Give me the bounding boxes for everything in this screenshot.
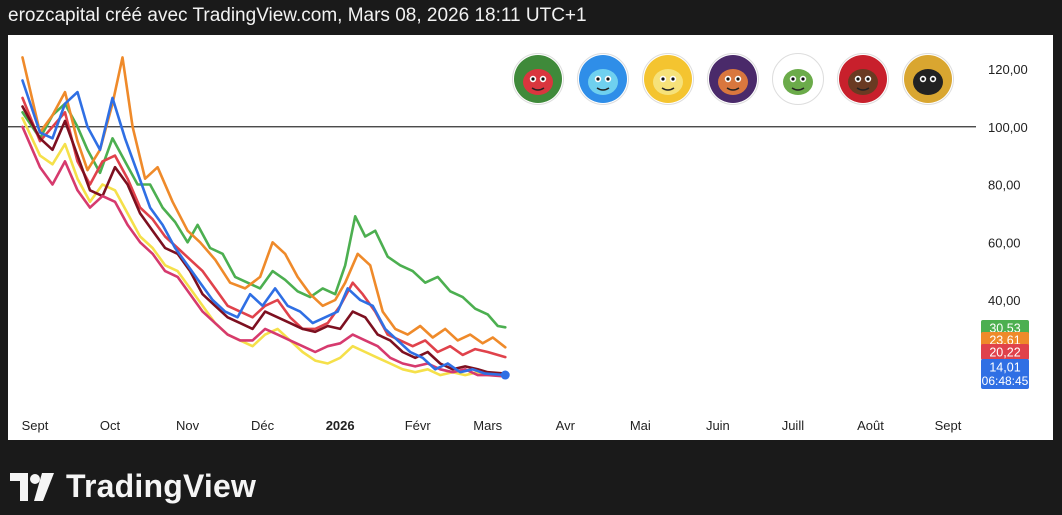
y-tick-label: 40,00 — [988, 293, 1021, 308]
x-tick-label: Mai — [630, 418, 651, 433]
series-line-5 — [21, 105, 507, 375]
red-cap-pepe-icon — [512, 53, 564, 105]
tradingview-logo[interactable]: TradingView — [10, 468, 256, 505]
x-tick-label: Août — [857, 418, 884, 433]
last-price-dot — [500, 370, 510, 380]
red-bear-icon — [837, 53, 889, 105]
series-line-1 — [21, 102, 507, 329]
x-tick-label: Nov — [176, 418, 200, 433]
x-tick-label: Sept — [935, 418, 962, 433]
y-tick-label: 80,00 — [988, 178, 1021, 193]
x-tick-label: Déc — [251, 418, 275, 433]
series-line-7 — [21, 79, 507, 377]
y-tick-label: 60,00 — [988, 235, 1021, 250]
x-tick-label: Juin — [706, 418, 730, 433]
price-label: 20,22 — [981, 344, 1029, 360]
chart-frame[interactable]: 120,00 100,00 80,00 60,00 40,00 Sept Oct Nov Dé… — [8, 35, 1053, 440]
frog-icon — [772, 53, 824, 105]
tradingview-brand-text: TradingView — [66, 468, 257, 504]
tradingview-logo-icon — [10, 472, 54, 501]
x-tick-label: 2026 — [326, 418, 355, 433]
chart-header: erozcapital créé avec TradingView.com, M… — [8, 5, 587, 26]
x-tick-label: Févr — [405, 418, 432, 433]
svg-text:06:48:45: 06:48:45 — [982, 374, 1029, 388]
x-tick-label: Avr — [556, 418, 576, 433]
blue-cat-icon — [577, 53, 629, 105]
y-tick-label: 100,00 — [988, 120, 1028, 135]
yellow-meme-face-icon — [642, 53, 694, 105]
x-tick-label: Mars — [473, 418, 502, 433]
x-tick-label: Sept — [22, 418, 49, 433]
chart-svg[interactable]: 120,00 100,00 80,00 60,00 40,00 Sept Oct Nov Dé… — [8, 35, 1053, 440]
svg-text:14,01: 14,01 — [989, 361, 1020, 375]
gold-coin-icon — [902, 53, 954, 105]
series-line-6 — [21, 125, 507, 378]
x-tick-label: Oct — [100, 418, 121, 433]
series-line-3 — [21, 96, 507, 359]
bearded-man-icon — [707, 53, 759, 105]
y-tick-label: 120,00 — [988, 62, 1028, 77]
svg-text:20,22: 20,22 — [989, 346, 1020, 360]
x-tick-label: Juill — [782, 418, 805, 433]
